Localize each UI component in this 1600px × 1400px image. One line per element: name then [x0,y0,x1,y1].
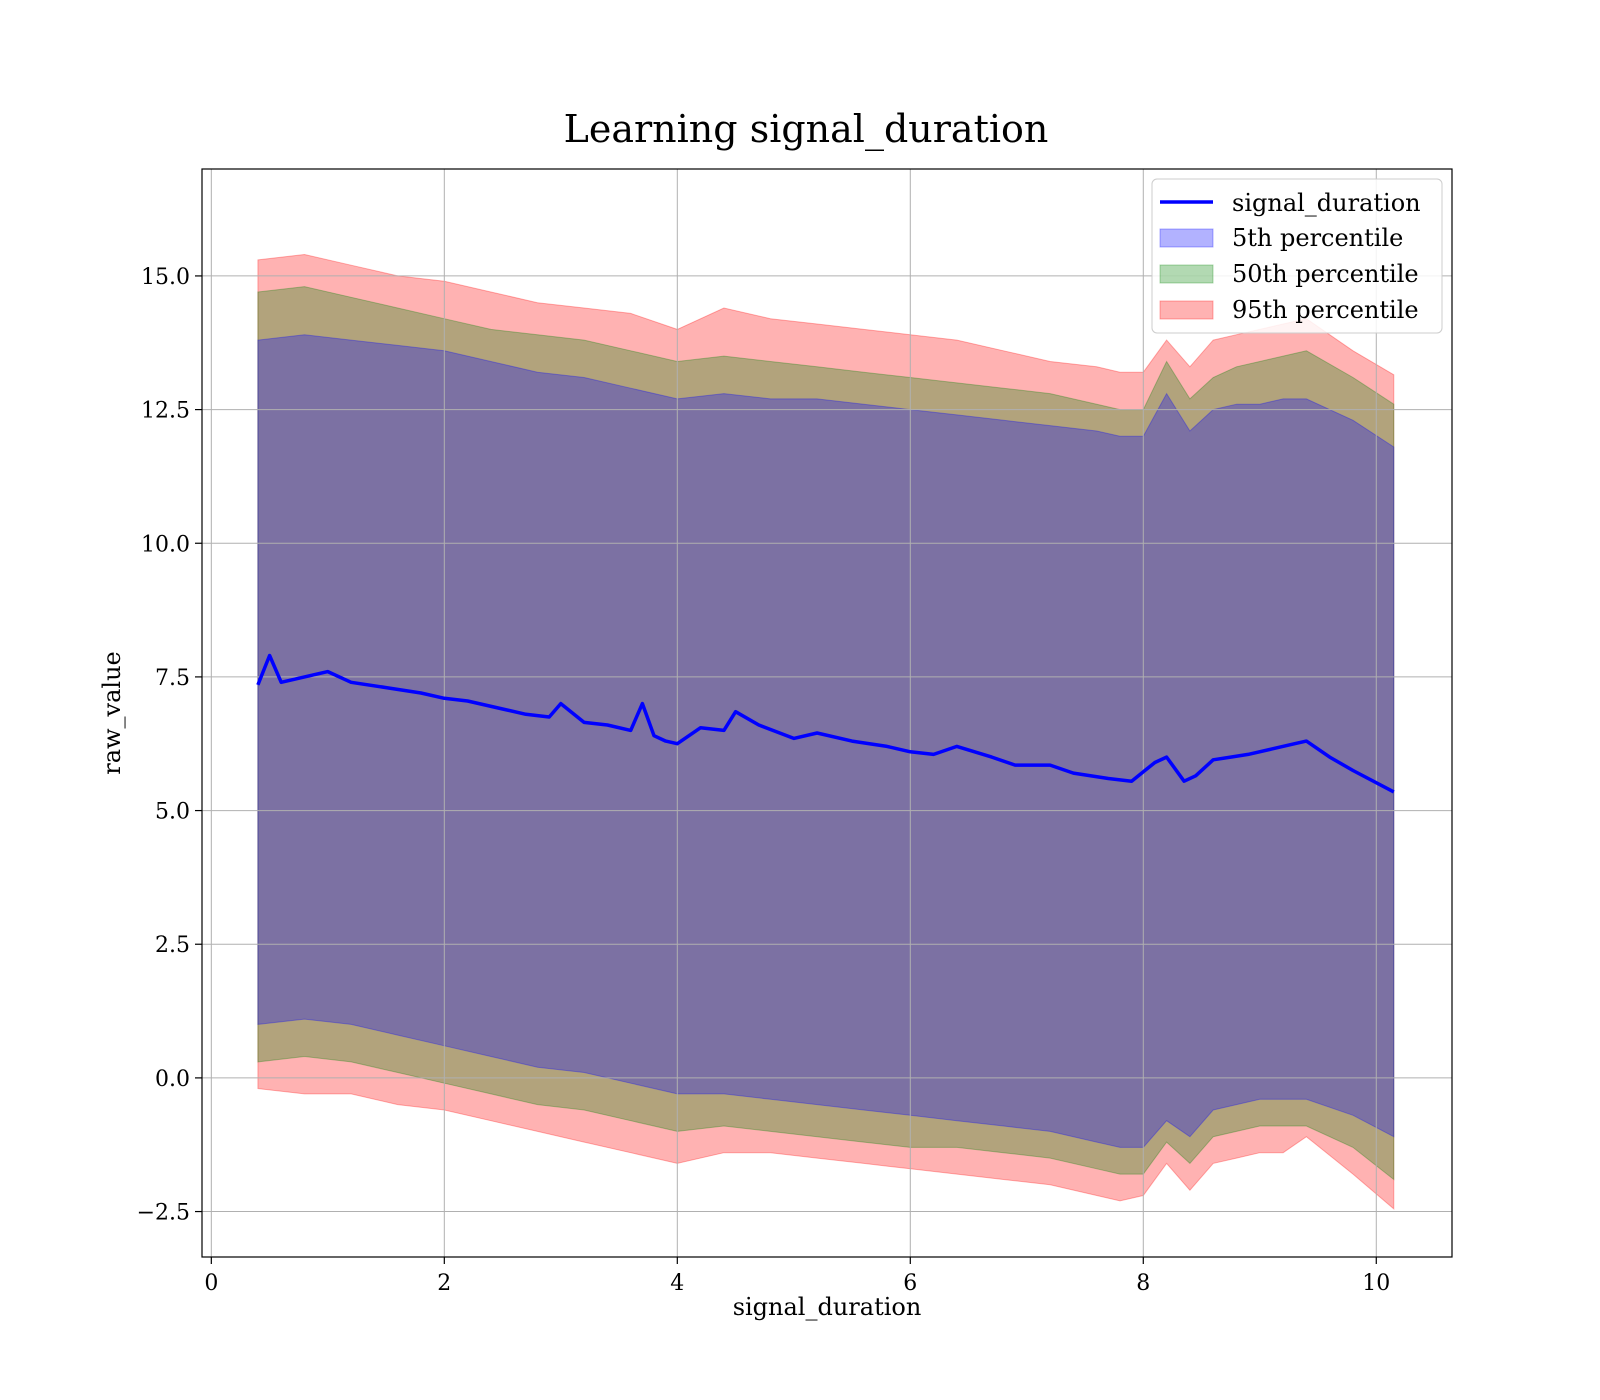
band-5th-percentile [257,334,1395,1148]
legend-label-line: signal_duration [1232,189,1421,217]
y-axis-label: raw_value [98,651,126,775]
plot-frame [201,168,1453,1258]
x-tick-label: 4 [670,1271,684,1296]
y-tick-label: 10.0 [141,532,190,557]
line-layer [256,653,1395,794]
y-tick-label: 15.0 [141,265,190,290]
y-tick-label: 12.5 [141,399,190,424]
legend-swatch-p5 [1159,228,1214,248]
legend-box [1151,178,1443,334]
grid-lines [202,169,1452,1257]
legend-swatch-p95 [1159,300,1214,320]
x-axis-label: signal_duration [733,1293,922,1321]
legend: signal_duration 5th percentile 50th perc… [1151,178,1443,334]
y-tick-label: 0.0 [155,1067,190,1092]
y-axis: −2.5 0.0 2.5 5.0 7.5 10.0 12.5 15.0 [137,265,202,1226]
percentile-bands [257,253,1395,1210]
x-tick-label: 8 [1136,1271,1150,1296]
x-tick-label: 0 [204,1271,218,1296]
x-tick-label: 6 [903,1271,917,1296]
x-axis: 0 2 4 6 8 10 [204,1257,1390,1296]
y-tick-label: 7.5 [155,666,190,691]
y-tick-label: 5.0 [155,800,190,825]
legend-label-p50: 50th percentile [1232,260,1419,288]
plot-background [202,169,1452,1257]
y-tick-label: −2.5 [137,1201,190,1226]
chart-title: Learning signal_duration [564,107,1049,152]
legend-label-p95: 95th percentile [1232,296,1419,324]
series-line-signal-duration [256,653,1395,794]
x-tick-label: 10 [1362,1271,1390,1296]
plot-area [201,168,1453,1258]
legend-swatch-p50 [1159,264,1214,284]
x-tick-label: 2 [437,1271,451,1296]
y-tick-label: 2.5 [155,933,190,958]
legend-label-p5: 5th percentile [1232,224,1403,252]
